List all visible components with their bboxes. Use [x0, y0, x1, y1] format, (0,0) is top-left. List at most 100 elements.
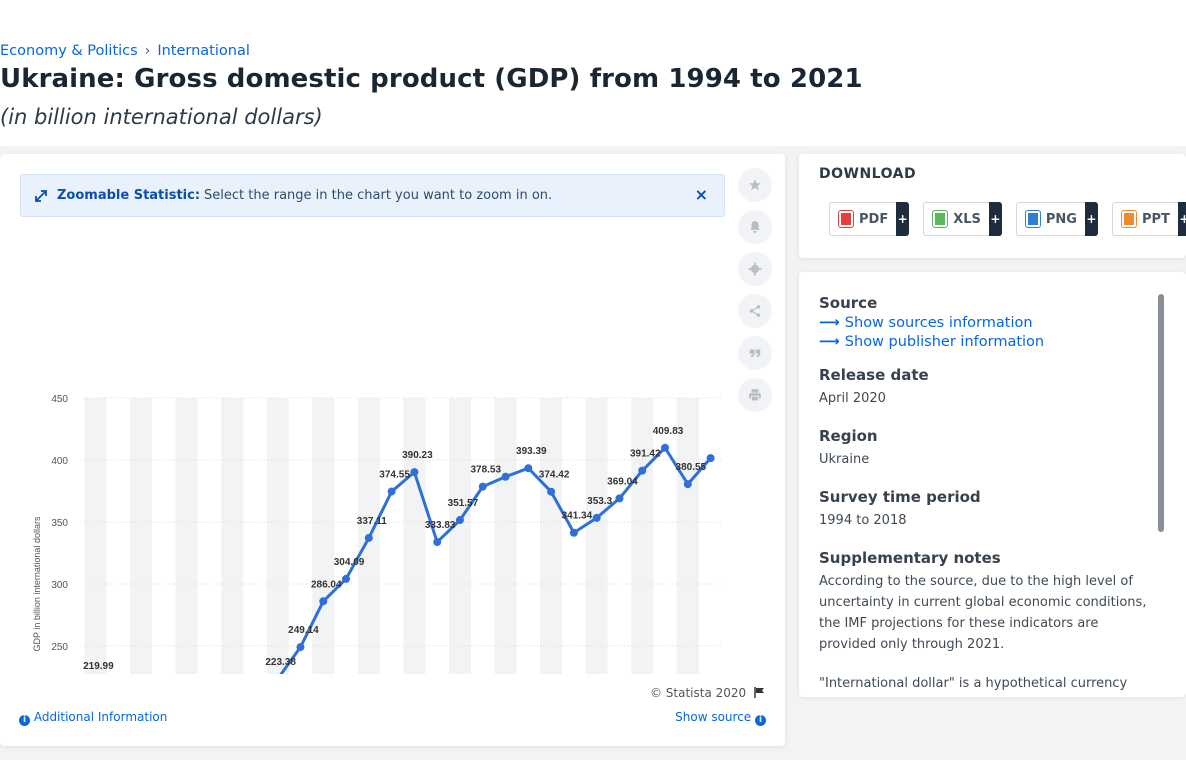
expand-icon: [35, 189, 47, 202]
zoom-banner: Zoomable Statistic: Select the range in …: [20, 174, 725, 217]
region-value: Ukraine: [819, 452, 870, 467]
plus-icon: +: [896, 202, 910, 236]
additional-information-link[interactable]: i Additional Information: [19, 710, 167, 726]
data-point: [478, 482, 487, 491]
data-label: 378.53: [470, 465, 501, 476]
supplementary-notes-text: According to the source, due to the high…: [819, 574, 1147, 652]
supplementary-notes-heading: Supplementary notes: [819, 549, 1001, 567]
y-tick-label: 300: [51, 580, 68, 591]
gdp-series-line: [279, 446, 712, 674]
data-label: 391.42: [630, 449, 661, 460]
copyright: © Statista 2020: [650, 686, 766, 700]
data-label: 219.99: [83, 661, 114, 672]
data-label: 304.09: [334, 557, 365, 568]
survey-period-heading: Survey time period: [819, 488, 981, 506]
show-sources-link[interactable]: ⟶ Show sources information: [819, 315, 1149, 331]
statistic-info-card: Source ⟶ Show sources information ⟶ Show p…: [799, 272, 1186, 697]
show-source-label: Show source: [675, 710, 752, 724]
pdf-file-icon: [839, 211, 853, 227]
chart-band: [221, 398, 244, 674]
chart-band: [129, 398, 152, 674]
favorite-star-icon[interactable]: [738, 168, 772, 202]
zoom-banner-title: Zoomable Statistic:: [57, 188, 201, 203]
download-pdf-button[interactable]: PDF +: [829, 202, 910, 236]
show-publisher-label: Show publisher information: [844, 334, 1045, 350]
data-point: [592, 513, 601, 522]
source-heading: Source: [819, 294, 878, 312]
data-point: [706, 454, 715, 463]
data-label: 337.11: [357, 516, 387, 527]
chart-band: [540, 398, 563, 674]
notification-bell-icon[interactable]: [738, 210, 772, 244]
release-date-value: April 2020: [819, 391, 886, 406]
data-point: [638, 466, 647, 475]
show-publisher-link[interactable]: ⟶ Show publisher information: [819, 334, 1149, 350]
breadcrumb-international[interactable]: International: [157, 43, 250, 59]
download-ppt-label: PPT: [1141, 211, 1170, 227]
share-icon[interactable]: [738, 294, 772, 328]
chart-band: [676, 398, 699, 674]
breadcrumb-separator: ›: [144, 43, 151, 59]
chart-band: [266, 398, 289, 674]
arrow-right-icon: ⟶: [819, 315, 840, 331]
info-content: Source ⟶ Show sources information ⟶ Show p…: [819, 294, 1149, 697]
chart-band: [585, 398, 608, 674]
chart-band: [494, 398, 517, 674]
data-point: [387, 487, 396, 496]
png-file-icon: [1025, 211, 1040, 227]
data-label: 374.42: [539, 470, 570, 481]
scrollbar[interactable]: [1158, 294, 1164, 532]
chart-band: [312, 398, 335, 674]
plus-icon: +: [1084, 202, 1098, 236]
data-point: [364, 533, 373, 542]
data-label: 341.34: [562, 511, 593, 522]
y-tick-label: 350: [51, 518, 68, 529]
data-point: [319, 597, 328, 606]
data-point: [455, 516, 464, 525]
y-tick-label: 450: [51, 394, 68, 405]
print-icon[interactable]: [738, 378, 772, 412]
download-ppt-button[interactable]: PPT +: [1111, 202, 1186, 236]
info-icon: i: [755, 715, 766, 726]
chart-band: [403, 398, 426, 674]
chart-band: [631, 398, 654, 674]
header-area: [0, 0, 1186, 146]
data-point: [296, 643, 305, 652]
gdp-line-chart[interactable]: 150200250300350400450GDP in billion inte…: [0, 154, 730, 674]
chart-band: [84, 398, 107, 674]
data-point: [615, 494, 624, 503]
page-subtitle: (in billion international dollars): [0, 105, 323, 129]
copyright-text: © Statista 2020: [649, 686, 747, 700]
arrow-right-icon: ⟶: [819, 334, 840, 350]
breadcrumb: Economy & Politics › International: [0, 43, 250, 59]
survey-period-value: 1994 to 2018: [819, 513, 907, 528]
download-pdf-label: PDF: [859, 211, 889, 227]
y-axis-label: GDP in billion international dollars: [32, 516, 42, 651]
chart-band: [175, 398, 198, 674]
quote-icon[interactable]: [738, 336, 772, 370]
data-label: 249.14: [288, 625, 319, 636]
data-label: 374.55: [379, 470, 410, 481]
data-point: [569, 528, 578, 537]
download-xls-button[interactable]: XLS +: [923, 202, 1002, 236]
data-label: 409.83: [653, 426, 684, 437]
plus-icon: +: [988, 202, 1002, 236]
data-label: 333.83: [425, 520, 456, 531]
y-tick-label: 400: [51, 456, 68, 467]
breadcrumb-economy-politics[interactable]: Economy & Politics: [0, 43, 138, 59]
chart-card: Zoomable Statistic: Select the range in …: [0, 154, 785, 746]
data-label: 369.04: [607, 476, 638, 487]
data-label: 223.38: [265, 657, 296, 668]
data-point: [524, 464, 533, 473]
flag-icon[interactable]: [754, 687, 766, 698]
settings-gear-icon[interactable]: [738, 252, 772, 286]
data-point: [661, 443, 670, 452]
close-icon[interactable]: ×: [694, 185, 708, 204]
xls-file-icon: [933, 211, 948, 227]
data-label: 286.04: [311, 579, 342, 590]
show-source-link[interactable]: Show source i: [675, 710, 766, 726]
data-label: 380.55: [676, 462, 707, 473]
page-title: Ukraine: Gross domestic product (GDP) fr…: [0, 64, 863, 94]
download-png-button[interactable]: PNG +: [1015, 202, 1098, 236]
download-buttons: PDF + XLS + PNG + PPT +: [829, 202, 1186, 236]
